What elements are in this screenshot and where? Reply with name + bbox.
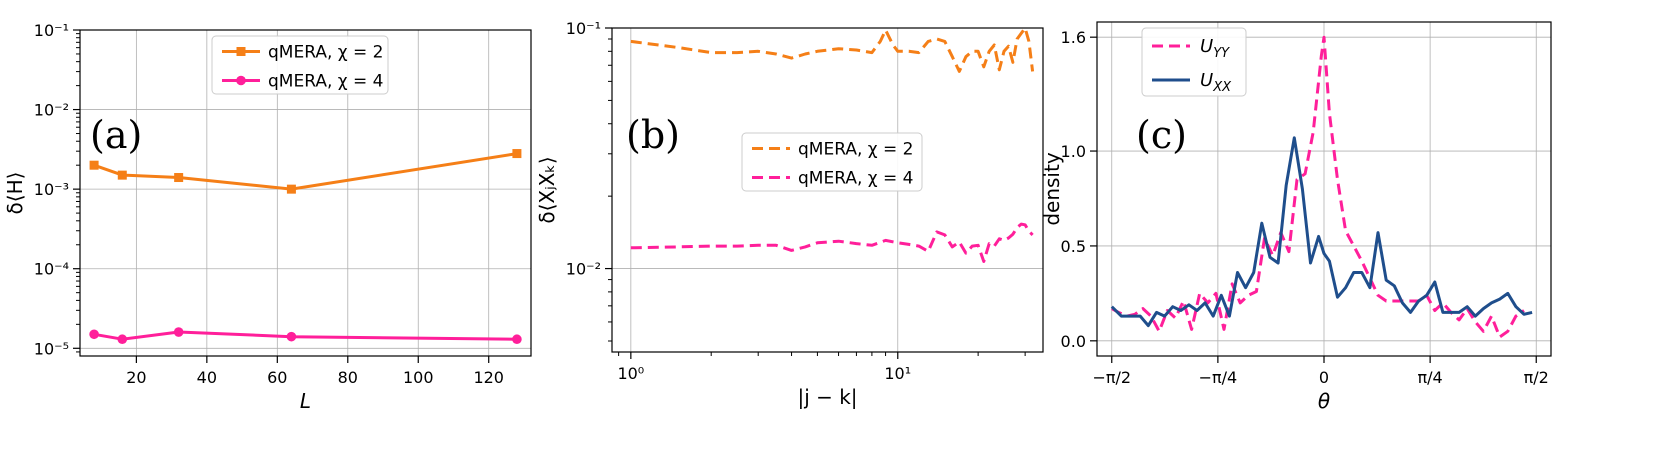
y-tick-label: 10⁻³ bbox=[34, 180, 69, 199]
legend-label-main: U bbox=[1200, 36, 1213, 57]
y-tick-label: 0.5 bbox=[1061, 237, 1086, 256]
x-axis-label: |j − k| bbox=[797, 385, 857, 409]
data-point bbox=[512, 334, 522, 345]
legend: qMERA, χ = 2 qMERA, χ = 4 bbox=[211, 35, 389, 95]
data-point bbox=[286, 331, 297, 342]
x-tick-label: −π/2 bbox=[1092, 368, 1131, 387]
y-tick-label: 1.6 bbox=[1061, 28, 1086, 47]
axes-frame bbox=[79, 29, 532, 357]
legend-label-sub: YY bbox=[1213, 46, 1230, 61]
x-tick-label: 10⁰ bbox=[617, 364, 644, 383]
x-tick-label: 100 bbox=[403, 368, 434, 387]
legend-label-0: qMERA, χ = 2 bbox=[268, 43, 383, 63]
x-tick-label: 0 bbox=[1319, 368, 1329, 387]
data-point bbox=[286, 184, 296, 194]
panel-letter: (c) bbox=[1136, 113, 1187, 157]
x-tick-label: 20 bbox=[126, 368, 146, 387]
data-point bbox=[89, 160, 99, 170]
y-axis-label: δ⟨H⟩ bbox=[3, 172, 27, 215]
panel-b: 10⁰ 10¹ 10⁻² 10⁻¹ |j − k| δ⟨XⱼXₖ⟩ (b) qMERA, χ … bbox=[535, 19, 1044, 409]
y-tick-label: 10⁻¹ bbox=[566, 19, 601, 38]
y-tick-label: 10⁻² bbox=[34, 101, 69, 120]
series-line-0 bbox=[93, 152, 518, 191]
legend-marker bbox=[236, 47, 246, 56]
axes-frame bbox=[611, 27, 1044, 353]
legend: qMERA, χ = 2 qMERA, χ = 4 bbox=[741, 132, 923, 192]
panel-letter: (a) bbox=[90, 113, 142, 157]
x-tick-label: 60 bbox=[267, 368, 287, 387]
x-tick-label: π/2 bbox=[1524, 368, 1549, 387]
legend-label-main: U bbox=[1200, 70, 1213, 91]
data-point bbox=[89, 329, 99, 340]
x-tick-label: 80 bbox=[338, 368, 358, 387]
legend-label-0: UYY bbox=[1200, 36, 1230, 61]
y-tick-label: 10⁻⁴ bbox=[34, 260, 69, 279]
data-point bbox=[173, 327, 184, 337]
series-line-0 bbox=[1111, 35, 1525, 339]
data-point bbox=[117, 334, 128, 345]
x-tick-label: π/4 bbox=[1418, 368, 1443, 387]
panel-c: −π/2 −π/4 0 π/4 π/2 0.0 0.5 1.0 1.6 θ density (c) UY… bbox=[1040, 21, 1552, 413]
x-tick-label: −π/4 bbox=[1199, 368, 1238, 387]
x-tick-label: 10¹ bbox=[884, 364, 911, 383]
data-point bbox=[174, 173, 184, 183]
series-line-1 bbox=[93, 330, 517, 341]
data-point bbox=[117, 170, 127, 180]
legend-label-1: qMERA, χ = 4 bbox=[798, 169, 913, 189]
y-tick-label: 10⁻¹ bbox=[34, 21, 69, 40]
y-tick-label: 10⁻² bbox=[566, 260, 601, 279]
y-tick-label: 1.0 bbox=[1061, 142, 1086, 161]
legend-label-sub: XX bbox=[1212, 80, 1232, 95]
panel-letter: (b) bbox=[626, 113, 680, 157]
x-tick-label: 40 bbox=[197, 368, 217, 387]
legend-label-0: qMERA, χ = 2 bbox=[798, 140, 913, 160]
x-axis-label: L bbox=[300, 389, 311, 413]
legend-label-1: qMERA, χ = 4 bbox=[268, 72, 383, 92]
y-axis-label: δ⟨XⱼXₖ⟩ bbox=[535, 156, 559, 223]
series-line-0 bbox=[630, 26, 1035, 73]
legend-marker bbox=[236, 75, 246, 86]
y-tick-label: 10⁻⁵ bbox=[34, 339, 69, 358]
y-axis-label: density bbox=[1040, 152, 1064, 225]
x-tick-label: 120 bbox=[473, 368, 504, 387]
legend-label-1: UXX bbox=[1200, 70, 1232, 95]
series-line-1 bbox=[1110, 136, 1533, 328]
series-line-1 bbox=[630, 222, 1034, 263]
y-tick-label: 0.0 bbox=[1061, 332, 1086, 351]
x-axis-label: θ bbox=[1318, 389, 1330, 413]
panel-a: 20 40 60 80 100 120 10⁻⁵ 10⁻⁴ 10⁻³ 10⁻² 10⁻¹ Lδ⟨H⟩ (… bbox=[3, 21, 532, 413]
data-point bbox=[512, 149, 522, 159]
